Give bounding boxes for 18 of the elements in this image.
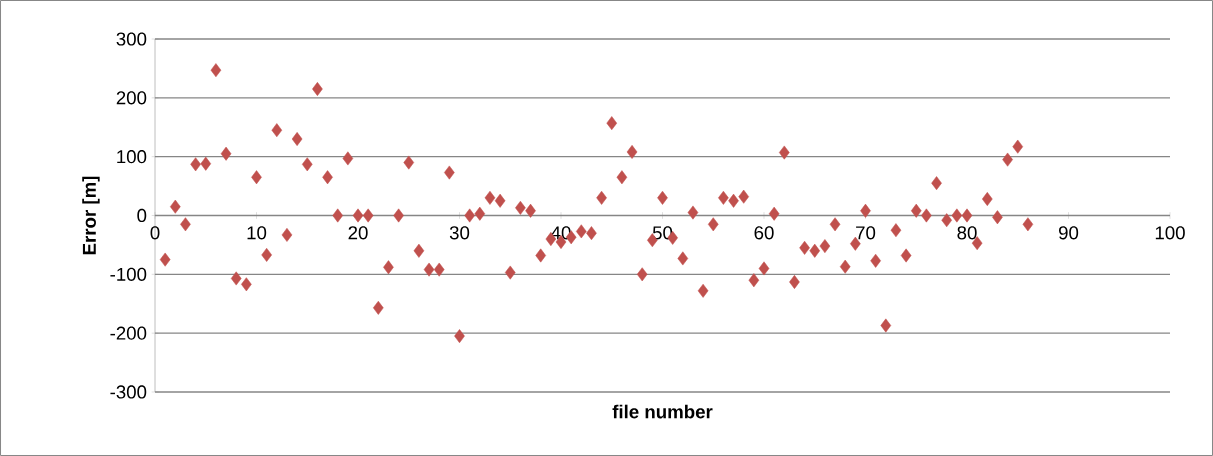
y-tick-label: 100 — [117, 150, 147, 164]
x-tick-label: 30 — [449, 226, 470, 240]
y-tick-label: 0 — [137, 208, 147, 223]
y-axis-title: Error [m] — [82, 176, 100, 255]
y-tick-label: 200 — [116, 91, 147, 105]
x-tick-label: 0 — [150, 226, 160, 240]
x-tick-label: 20 — [348, 226, 368, 240]
y-tick-label: -300 — [110, 385, 147, 399]
y-tick-label: 300 — [116, 32, 147, 46]
x-tick-label: 60 — [754, 226, 774, 240]
x-tick-label: 70 — [856, 226, 876, 240]
x-tick-label: 80 — [957, 226, 977, 240]
x-tick-label: 90 — [1059, 226, 1079, 240]
x-tick-label: 100 — [1155, 226, 1185, 240]
y-tick-label: -200 — [110, 326, 147, 340]
x-tick-label: 10 — [247, 226, 267, 240]
y-tick-label: -100 — [110, 267, 147, 281]
x-axis-title: file number — [612, 404, 713, 419]
